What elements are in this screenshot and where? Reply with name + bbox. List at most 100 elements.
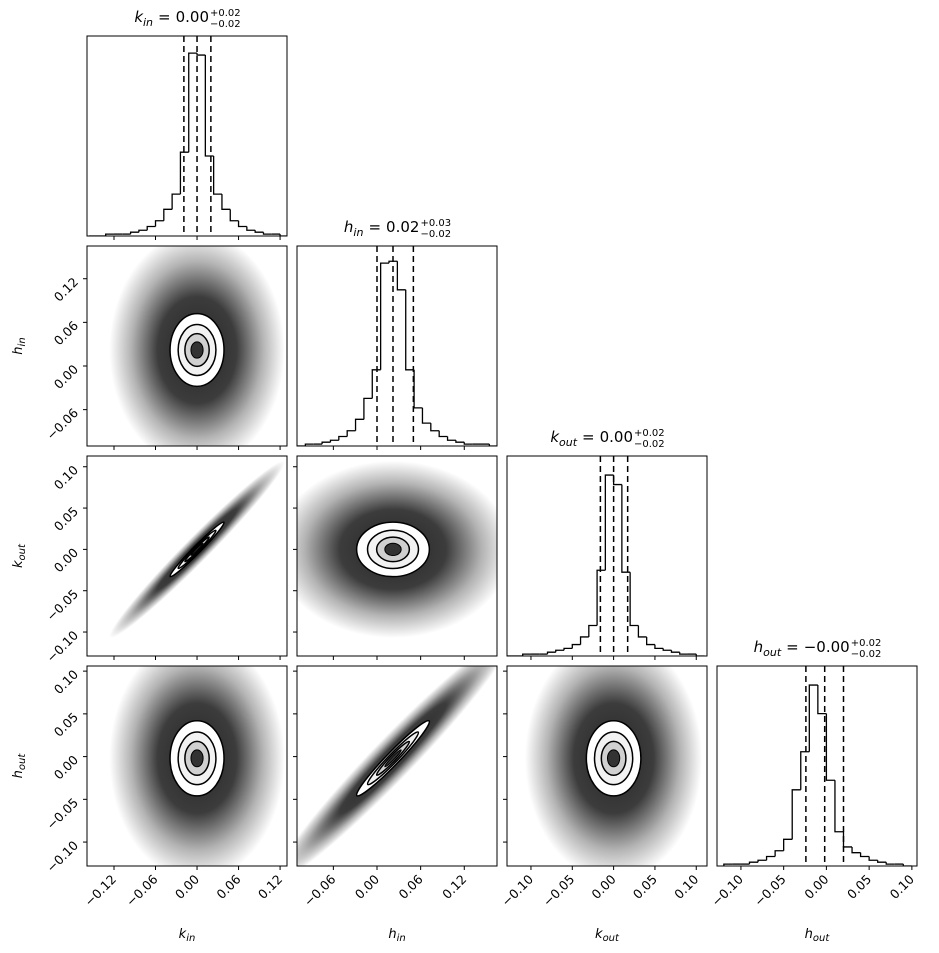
histogram-bin (488, 444, 497, 446)
label-symbol: h (388, 927, 396, 942)
x-tick-label: −0.12 (81, 872, 119, 910)
histogram-bin (825, 713, 835, 781)
title-subscript: in (353, 226, 363, 239)
y-tick-label: 0.12 (51, 274, 81, 304)
histogram-bin (902, 864, 912, 866)
x-axis-label: hin (388, 927, 405, 944)
x-axis-label: hout (805, 927, 831, 944)
x-tick-label: 0.06 (395, 871, 425, 901)
histogram-bin (262, 232, 272, 235)
panel-frame (86, 665, 288, 867)
panel-frame (296, 455, 498, 657)
y-tick-label: 0.06 (51, 318, 81, 348)
pair-panel (109, 460, 285, 639)
x-tick-label: 0.10 (887, 871, 917, 901)
histogram-bin (371, 369, 381, 399)
x-axis-label: kin (179, 927, 196, 944)
y-tick-label: 0.05 (51, 709, 81, 739)
title-subscript: in (143, 16, 153, 29)
y-axis-label: kout (11, 543, 28, 568)
histogram-bin (621, 484, 631, 573)
histogram-bin (237, 220, 247, 228)
label-subscript: out (17, 543, 28, 560)
histogram-bin (430, 423, 440, 432)
pair-panel (109, 666, 285, 866)
title-symbol: k (134, 8, 144, 26)
title-value: 0.00 (176, 8, 209, 26)
histogram-bin (654, 644, 664, 650)
label-symbol: h (11, 770, 26, 778)
label-symbol: k (179, 927, 187, 942)
histogram-bin (396, 261, 406, 291)
x-tick-label: −0.10 (498, 871, 536, 909)
histogram-bin (800, 751, 810, 790)
title-symbol: h (754, 638, 764, 656)
histogram-bin (604, 474, 614, 571)
label-subscript: out (813, 933, 830, 944)
x-tick-label: 0.06 (213, 871, 243, 901)
histogram-bin (463, 442, 473, 445)
histogram-bin (637, 625, 647, 638)
histogram-bin (196, 53, 206, 56)
x-tick-label: −0.10 (708, 871, 746, 909)
density-core (384, 542, 402, 557)
title-plus: +0.02 (851, 638, 882, 649)
histogram-bin (612, 475, 622, 486)
histogram-bin (229, 209, 239, 222)
x-tick-label: 0.05 (630, 872, 660, 902)
title-value: 0.00 (600, 428, 633, 446)
histogram-bin (679, 652, 688, 655)
panel-title: kin = 0.00 (134, 8, 209, 29)
panel-frame (86, 35, 288, 237)
histogram-bin (808, 684, 818, 752)
panel-frame (86, 245, 288, 447)
title-plus: +0.02 (210, 8, 241, 19)
histogram-bin (138, 229, 148, 233)
label-subscript: out (603, 933, 620, 944)
title-symbol: h (344, 218, 354, 236)
x-tick-label: −0.05 (540, 872, 578, 910)
y-tick-label: −0.06 (43, 405, 81, 443)
histogram-bin (522, 653, 531, 656)
y-axis-label: hout (11, 753, 28, 779)
title-subscript: out (763, 646, 782, 659)
histogram-bin (851, 846, 861, 854)
histogram-bin (405, 289, 415, 371)
y-tick-label: 0.00 (51, 545, 81, 575)
histogram-bin (859, 852, 870, 858)
histogram-bin (670, 650, 680, 653)
y-tick-label: −0.05 (43, 795, 81, 833)
x-tick-label: −0.06 (301, 871, 339, 909)
x-axis-label: kout (595, 927, 620, 944)
histogram-bin (555, 649, 565, 653)
panel-frame (296, 665, 498, 867)
pair-panel (524, 666, 703, 866)
y-tick-label: −0.10 (43, 628, 81, 666)
x-tick-label: 0.10 (671, 871, 701, 901)
title-minus: −0.02 (634, 439, 665, 450)
histogram-bin (346, 430, 356, 437)
histogram-bin (723, 863, 733, 866)
y-tick-label: −0.05 (43, 586, 81, 624)
histogram-bin (105, 233, 114, 236)
histogram-bin (774, 850, 784, 857)
histogram-bin (246, 226, 256, 231)
panel-frame (296, 245, 498, 447)
panel-frame (716, 665, 918, 867)
histogram-bin (885, 862, 895, 865)
histogram (89, 36, 287, 236)
histogram-bin (279, 234, 287, 236)
title-symbol: k (550, 428, 560, 446)
histogram-bin (546, 651, 556, 655)
density-core (384, 749, 402, 768)
histogram-bin (254, 230, 264, 233)
histogram-bin (596, 569, 606, 626)
histogram-bin (338, 435, 348, 441)
label-subscript: in (397, 933, 406, 944)
panel-frame (86, 455, 288, 657)
label-symbol: k (595, 927, 603, 942)
histogram-bin (695, 654, 705, 656)
histogram-bin (579, 636, 589, 645)
density-core (190, 341, 204, 359)
